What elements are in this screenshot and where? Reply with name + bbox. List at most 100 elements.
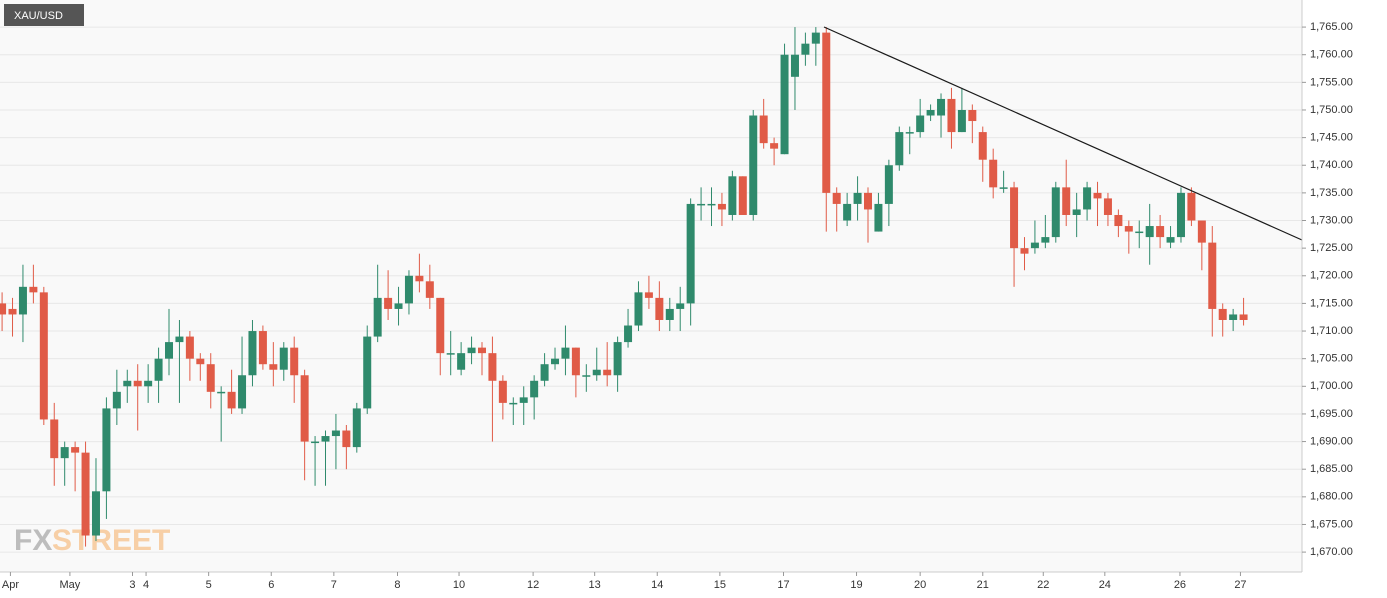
y-tick-label: 1,760.00 — [1310, 49, 1353, 61]
chart-title: XAU/USD — [14, 10, 63, 22]
candle-body — [707, 203, 716, 206]
candle-body — [165, 342, 174, 359]
candle-body — [686, 203, 695, 304]
y-tick-label: 1,765.00 — [1310, 21, 1353, 33]
candle-body — [185, 336, 194, 359]
candle-body — [102, 408, 111, 492]
candle-body — [477, 347, 486, 354]
y-tick-label: 1,715.00 — [1310, 297, 1353, 309]
x-tick-label: 10 — [453, 579, 465, 591]
candle-body — [561, 347, 570, 359]
y-tick-label: 1,695.00 — [1310, 408, 1353, 420]
candle-body — [363, 336, 372, 409]
candle-body — [1093, 192, 1102, 199]
x-tick-label: May — [60, 579, 81, 591]
x-tick-label: 4 — [143, 579, 149, 591]
candle-body — [519, 397, 528, 403]
candle-body — [665, 308, 674, 320]
candle-body — [947, 98, 956, 133]
candle-body — [822, 32, 831, 193]
x-tick-label: 24 — [1099, 579, 1111, 591]
y-tick-label: 1,745.00 — [1310, 132, 1353, 144]
candle-body — [238, 375, 247, 409]
x-tick-label: Apr — [2, 579, 19, 591]
candle-body — [749, 115, 758, 215]
candle-body — [1156, 226, 1165, 238]
candle-body — [1051, 187, 1060, 238]
candle-body — [1124, 226, 1133, 232]
candle-body — [1166, 237, 1175, 243]
candles — [0, 27, 1248, 547]
candle-body — [206, 364, 215, 392]
x-tick-label: 8 — [394, 579, 400, 591]
candle-body — [446, 353, 455, 355]
candle-body — [1062, 187, 1071, 215]
candle-body — [269, 364, 278, 370]
candle-body — [592, 369, 601, 376]
candle-body — [1176, 192, 1185, 238]
candle-body — [1229, 314, 1238, 320]
watermark-street: STREET — [52, 524, 170, 557]
candle-body — [978, 132, 987, 160]
x-tick-label: 3 — [129, 579, 135, 591]
y-tick-label: 1,685.00 — [1310, 463, 1353, 475]
plot-background — [0, 0, 1302, 572]
candle-body — [540, 364, 549, 381]
candle-body — [384, 297, 393, 309]
y-tick-label: 1,730.00 — [1310, 214, 1353, 226]
candle-body — [655, 297, 664, 320]
x-tick-label: 27 — [1234, 579, 1246, 591]
candle-body — [551, 358, 560, 365]
watermark-fx: FX — [14, 524, 52, 557]
candle-body — [1114, 214, 1123, 227]
x-tick-label: 22 — [1037, 579, 1049, 591]
candle-body — [571, 347, 580, 376]
y-tick-label: 1,675.00 — [1310, 518, 1353, 530]
y-tick-label: 1,670.00 — [1310, 546, 1353, 558]
x-tick-label: 15 — [714, 579, 726, 591]
candle-body — [644, 292, 653, 298]
candle-body — [1145, 226, 1154, 238]
candle-body — [582, 375, 591, 377]
trend-line — [823, 26, 1303, 241]
candle-body — [300, 375, 309, 442]
x-tick-label: 19 — [850, 579, 862, 591]
candle-body — [780, 54, 789, 155]
candle-body — [738, 176, 747, 215]
candle-body — [905, 132, 914, 134]
y-tick-label: 1,705.00 — [1310, 353, 1353, 365]
y-tick-label: 1,700.00 — [1310, 380, 1353, 392]
candle-body — [1041, 237, 1050, 243]
candle-body — [258, 331, 267, 365]
candle-body — [321, 436, 330, 442]
candle-body — [676, 303, 685, 309]
x-tick-label: 12 — [527, 579, 539, 591]
candle-body — [999, 187, 1008, 189]
candle-body — [864, 192, 872, 210]
candle-body — [457, 353, 466, 370]
candle-body — [290, 347, 299, 376]
candle-body — [916, 115, 925, 133]
candle-body — [394, 303, 403, 309]
y-tick-label: 1,725.00 — [1310, 242, 1353, 254]
candle-body — [1010, 187, 1019, 249]
candle-body — [436, 297, 445, 354]
candle-body — [175, 336, 184, 343]
candle-body — [415, 275, 424, 282]
candle-body — [790, 54, 799, 77]
candle-body — [91, 491, 100, 536]
candle-body — [217, 391, 226, 394]
candle-body — [968, 109, 977, 122]
candle-body — [1218, 308, 1227, 320]
candle-body — [926, 109, 935, 116]
y-tick-label: 1,755.00 — [1310, 76, 1353, 88]
candle-body — [759, 115, 768, 144]
x-tick-label: 14 — [651, 579, 663, 591]
x-tick-label: 20 — [914, 579, 926, 591]
x-tick-label: 5 — [206, 579, 212, 591]
candle-body — [1103, 198, 1112, 215]
y-tick-label: 1,720.00 — [1310, 270, 1353, 282]
candle-body — [342, 430, 351, 448]
candle-body — [895, 132, 904, 166]
